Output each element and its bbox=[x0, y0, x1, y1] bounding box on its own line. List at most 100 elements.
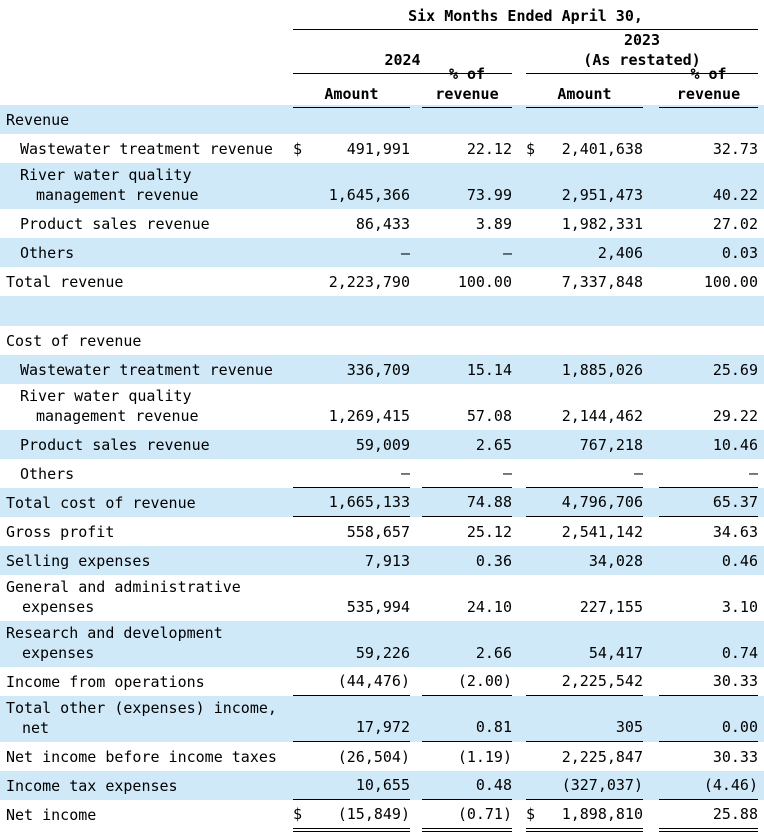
table-row: Selling expenses 7,913 0.36 34,028 0.46 bbox=[0, 546, 764, 575]
cell-value: 24.10 bbox=[466, 598, 512, 616]
cell-value: (0.71) bbox=[457, 805, 512, 823]
header-year-row: 2024 2023 (As restated) bbox=[0, 30, 764, 74]
cell-value: (4.46) bbox=[703, 776, 758, 794]
pct-2024-cell: 3.89 bbox=[410, 214, 512, 238]
cell-value: — bbox=[400, 464, 410, 482]
pct-header-label: % of revenue bbox=[659, 64, 758, 108]
cell-value: 22.12 bbox=[466, 140, 512, 158]
cell-value: 25.88 bbox=[712, 805, 758, 823]
table-row: Research and development expenses 59,226 2.… bbox=[0, 621, 764, 667]
cell-value: 25.69 bbox=[712, 361, 758, 379]
cell-value: 2,144,462 bbox=[561, 407, 643, 425]
cell-value: 27.02 bbox=[712, 215, 758, 233]
amount-2023-cell: 227,155 bbox=[512, 597, 645, 621]
pct-2024-header-cell: % of revenue bbox=[410, 64, 512, 108]
pct-2023-cell: 29.22 bbox=[645, 406, 764, 430]
row-label: Selling expenses bbox=[6, 552, 151, 570]
cell-value: (26,504) bbox=[337, 748, 410, 766]
amount-2024-cell: 86,433 bbox=[292, 214, 410, 238]
cell-value: — bbox=[502, 464, 512, 482]
pct-2023-cell: 25.88 bbox=[645, 804, 764, 832]
cell-value: 491,991 bbox=[346, 140, 410, 158]
cell-value: — bbox=[400, 244, 410, 262]
pct-header-line1: % of bbox=[690, 65, 727, 83]
pct-2024-cell: — bbox=[410, 243, 512, 267]
cell-value: 2,223,790 bbox=[328, 273, 410, 291]
period-title: Six Months Ended April 30, bbox=[293, 6, 758, 30]
cell-value: 74.88 bbox=[466, 493, 512, 511]
row-label: Others bbox=[20, 244, 75, 262]
dollar-sign: $ bbox=[526, 140, 536, 158]
amount-2023-cell: (327,037) bbox=[512, 775, 645, 800]
year-2024-label: 2024 bbox=[293, 50, 512, 74]
cell-value: 100.00 bbox=[457, 273, 512, 291]
cell-value: 59,009 bbox=[355, 436, 410, 454]
year-2023-line1: 2023 bbox=[623, 31, 661, 49]
cell-value: (2.00) bbox=[457, 672, 512, 690]
cell-value: 15.14 bbox=[466, 361, 512, 379]
cell-value: 3.10 bbox=[721, 598, 758, 616]
table-row: Others — — 2,406 0.03 bbox=[0, 238, 764, 267]
cell-value: 2,406 bbox=[597, 244, 643, 262]
row-label: Gross profit bbox=[6, 523, 115, 541]
amount-2024-cell: 17,972 bbox=[292, 717, 410, 742]
cell-value: 2.65 bbox=[475, 436, 512, 454]
cell-value: 34.63 bbox=[712, 523, 758, 541]
table-row: Revenue bbox=[0, 105, 764, 134]
cell-value: 1,982,331 bbox=[561, 215, 643, 233]
amount-2024-cell: — bbox=[292, 463, 410, 488]
table-row: Product sales revenue 59,009 2.65 767,218 10… bbox=[0, 430, 764, 459]
amount-2023-cell: 2,406 bbox=[512, 243, 645, 267]
cell-value: 73.99 bbox=[466, 186, 512, 204]
cell-value: 65.37 bbox=[712, 493, 758, 511]
cell-value: 1,269,415 bbox=[328, 407, 410, 425]
pct-2024-cell: (2.00) bbox=[410, 671, 512, 696]
cell-value: 0.03 bbox=[721, 244, 758, 262]
cell-value: (327,037) bbox=[561, 776, 643, 794]
cell-value: — bbox=[633, 464, 643, 482]
amount-header-label: Amount bbox=[293, 84, 410, 108]
amount-2024-cell: 1,269,415 bbox=[292, 406, 410, 430]
table-row: Income tax expenses 10,655 0.48 (327,037) (4… bbox=[0, 771, 764, 800]
pct-2024-cell: 2.66 bbox=[410, 643, 512, 667]
cell-value: 0.48 bbox=[475, 776, 512, 794]
pct-2024-cell: 74.88 bbox=[410, 492, 512, 517]
pct-2024-cell: 15.14 bbox=[410, 360, 512, 384]
cell-value: 2.66 bbox=[475, 644, 512, 662]
cell-value: 25.12 bbox=[466, 523, 512, 541]
table-row: Wastewater treatment revenue $491,991 22.1… bbox=[0, 134, 764, 163]
cell-value: 40.22 bbox=[712, 186, 758, 204]
table-row: Total revenue 2,223,790 100.00 7,337,848 100… bbox=[0, 267, 764, 296]
row-label: Revenue bbox=[6, 111, 70, 129]
cell-value: 0.74 bbox=[721, 644, 758, 662]
pct-2024-cell: — bbox=[410, 463, 512, 488]
cell-value: — bbox=[748, 464, 758, 482]
cell-value: 767,218 bbox=[579, 436, 643, 454]
cell-value: 2,401,638 bbox=[561, 140, 643, 158]
pct-2023-cell: 0.46 bbox=[645, 551, 764, 575]
row-label: Wastewater treatment revenue bbox=[20, 361, 273, 379]
pct-2024-cell: 2.65 bbox=[410, 435, 512, 459]
period-header-cell: Six Months Ended April 30, bbox=[292, 6, 764, 30]
cell-value: 32.73 bbox=[712, 140, 758, 158]
pct-2023-cell: (4.46) bbox=[645, 775, 764, 800]
pct-2023-header-cell: % of revenue bbox=[645, 64, 764, 108]
header-columns-row: Amount % of revenue Amount % of revenue bbox=[0, 64, 764, 108]
pct-2024-cell: 24.10 bbox=[410, 597, 512, 621]
amount-2023-cell: 305 bbox=[512, 717, 645, 742]
amount-2023-cell: 2,951,473 bbox=[512, 185, 645, 209]
cell-value: 29.22 bbox=[712, 407, 758, 425]
amount-2023-cell: 1,982,331 bbox=[512, 214, 645, 238]
amount-2024-cell: (26,504) bbox=[292, 747, 410, 771]
cell-value: 100.00 bbox=[703, 273, 758, 291]
cell-value: 2,225,847 bbox=[561, 748, 643, 766]
amount-2023-cell: 767,218 bbox=[512, 435, 645, 459]
year-2024-cell: 2024 bbox=[292, 50, 512, 74]
cell-value: 305 bbox=[615, 718, 643, 736]
amount-2024-cell: 336,709 bbox=[292, 360, 410, 384]
pct-2023-cell: 0.74 bbox=[645, 643, 764, 667]
amount-2023-cell: 1,885,026 bbox=[512, 360, 645, 384]
amount-2023-header-cell: Amount bbox=[512, 84, 645, 108]
table-row: Net income before income taxes (26,504) (1… bbox=[0, 742, 764, 771]
pct-2024-cell: (0.71) bbox=[410, 804, 512, 832]
